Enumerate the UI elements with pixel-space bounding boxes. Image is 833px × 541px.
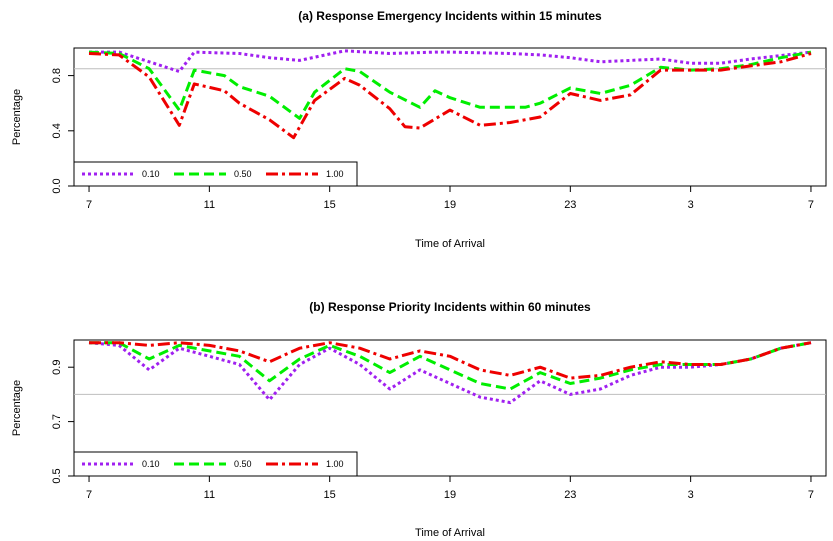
pb-x-axis-label: Time of Arrival: [415, 527, 485, 539]
pb-x-tick-label: 7: [808, 489, 814, 501]
pb-x-tick-label: 19: [444, 489, 456, 501]
pa-legend-label-010: 0.10: [142, 169, 160, 179]
pb-y-tick-label: 0.5: [51, 468, 63, 483]
pb-legend-label-050: 0.50: [234, 459, 252, 469]
pa-y-axis-label: Percentage: [11, 89, 23, 145]
pa-series-line-010: [89, 49, 812, 73]
pa-x-tick-label: 23: [564, 199, 576, 211]
pa-legend-label-100: 1.00: [326, 169, 344, 179]
pa-y-tick-label: 0.8: [51, 68, 63, 83]
pa-chart-title: (a) Response Emergency Incidents within …: [298, 9, 602, 23]
pa-series-line-100: [88, 52, 812, 140]
pb-y-tick-label: 0.7: [51, 414, 63, 429]
pb-x-tick-label: 7: [86, 489, 92, 501]
pb-legend: 0.10 0.50 1.00: [73, 451, 358, 477]
pa-x-axis-label: Time of Arrival: [415, 238, 485, 250]
chart-panel-a: (a) Response Emergency Incidents within …: [11, 9, 827, 250]
pb-x-tick-label: 23: [564, 489, 576, 501]
pb-x-tick-label: 15: [324, 489, 336, 501]
pa-y-tick-label: 0.4: [51, 123, 63, 138]
chart-panel-b: (b) Response Priority Incidents within 6…: [11, 300, 827, 539]
pa-x-tick-label: 7: [86, 199, 92, 211]
pa-x-tick-label: 19: [444, 199, 456, 211]
pb-x-tick-label: 11: [204, 489, 215, 501]
pa-x-tick-label: 7: [808, 199, 814, 211]
pa-legend-label-050: 0.50: [234, 169, 252, 179]
pb-x-tick-label: 3: [688, 489, 694, 501]
pb-legend-label-100: 1.00: [326, 459, 344, 469]
pb-y-axis-label: Percentage: [11, 380, 23, 436]
pb-legend-box: [73, 451, 358, 477]
pb-y-tick-label: 0.9: [51, 360, 63, 375]
pa-legend-box: [73, 161, 358, 187]
pa-y-tick-label: 0.0: [51, 178, 63, 193]
pb-series-line-050: [89, 341, 812, 391]
pa-x-tick-label: 15: [324, 199, 336, 211]
pb-legend-label-010: 0.10: [142, 459, 160, 469]
pb-series-line-010: [88, 341, 812, 405]
pb-series-line-100: [89, 341, 812, 380]
pa-x-tick-label: 11: [204, 199, 215, 211]
pa-x-tick-label: 3: [688, 199, 694, 211]
pb-chart-title: (b) Response Priority Incidents within 6…: [309, 300, 591, 314]
pa-legend: 0.10 0.50 1.00: [73, 161, 358, 187]
